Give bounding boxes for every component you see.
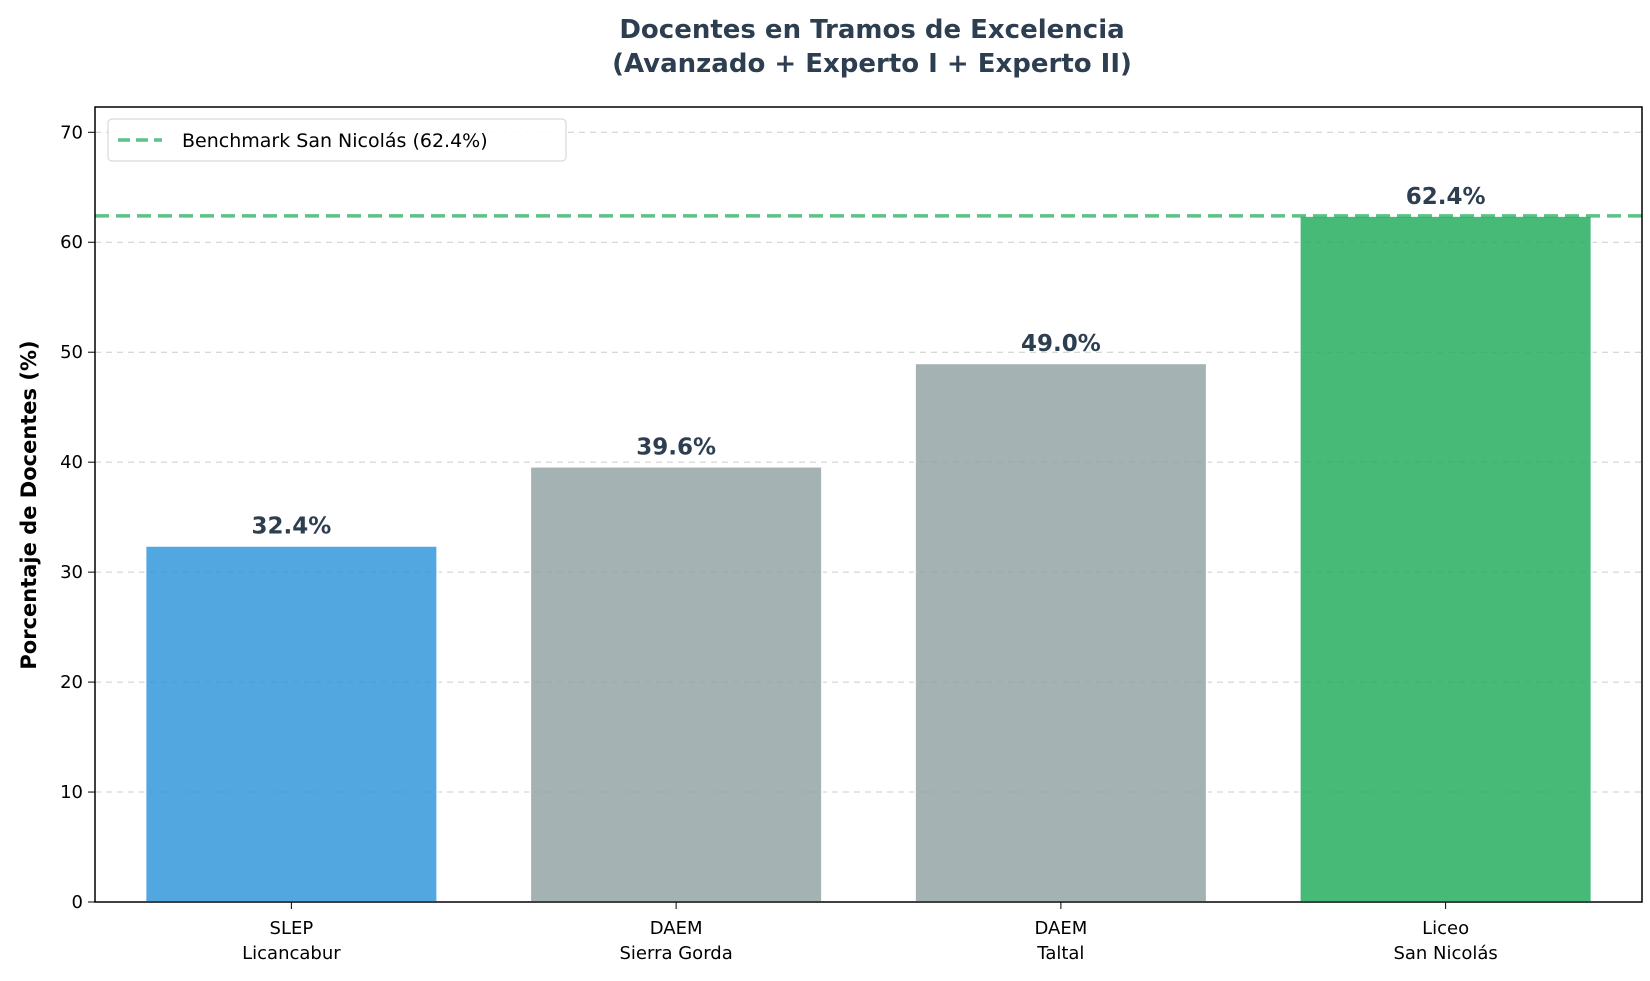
- y-tick-label: 60: [60, 232, 83, 253]
- bar: [529, 465, 824, 903]
- plot-frame: [94, 106, 1643, 903]
- bar-value-label: 49.0%: [1021, 331, 1101, 357]
- y-tick-label: 0: [72, 892, 83, 913]
- x-tick-label: DAEM: [650, 918, 703, 939]
- y-axis-label: Porcentaje de Docentes (%): [17, 340, 41, 669]
- x-tick-label: Licancabur: [242, 943, 341, 964]
- chart-subtitle: (Avanzado + Experto I + Experto II): [612, 49, 1132, 79]
- legend-benchmark-label: Benchmark San Nicolás (62.4%): [182, 130, 488, 152]
- x-tick-label: SLEP: [270, 918, 314, 939]
- bar-value-label: 62.4%: [1406, 184, 1486, 210]
- bar: [1298, 214, 1593, 903]
- y-tick-label: 10: [60, 782, 83, 803]
- x-tick-label: Taltal: [1036, 943, 1084, 964]
- bar: [913, 362, 1208, 903]
- bar-value-label: 32.4%: [251, 514, 331, 540]
- y-tick-label: 50: [60, 342, 83, 363]
- x-tick-label: DAEM: [1034, 918, 1087, 939]
- y-tick-label: 20: [60, 672, 83, 693]
- y-tick-label: 30: [60, 562, 83, 583]
- bar-value-label: 39.6%: [636, 435, 716, 461]
- legend: Benchmark San Nicolás (62.4%): [107, 118, 567, 162]
- y-tick-label: 70: [60, 122, 83, 143]
- x-tick-label: Sierra Gorda: [620, 943, 733, 964]
- chart-title: Docentes en Tramos de Excelencia: [619, 15, 1124, 45]
- y-tick-label: 40: [60, 452, 83, 473]
- x-tick-label: San Nicolás: [1393, 943, 1497, 964]
- bar: [144, 544, 439, 903]
- x-tick-label: Liceo: [1422, 918, 1469, 939]
